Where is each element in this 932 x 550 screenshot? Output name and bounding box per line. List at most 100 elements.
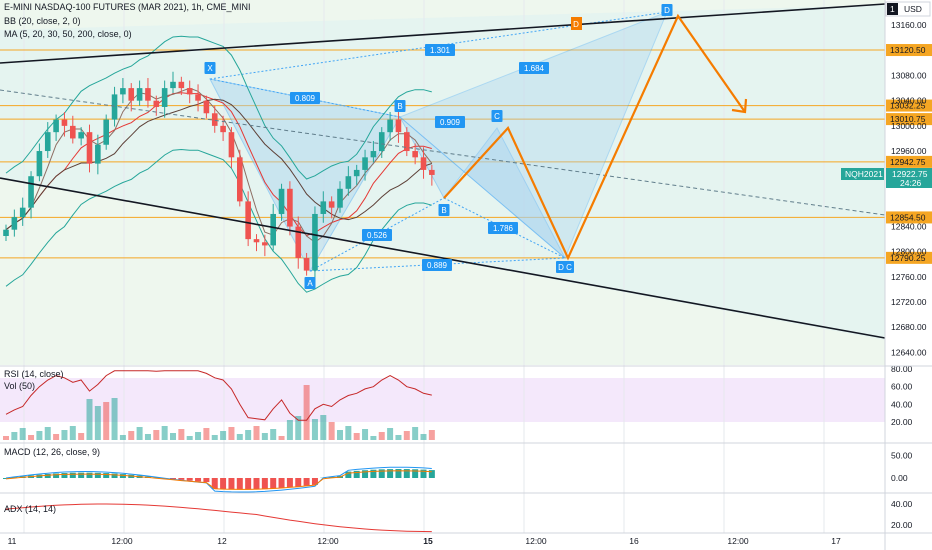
rsi-legend[interactable]: RSI (14, close) (4, 369, 64, 379)
macd-histogram (178, 478, 185, 480)
level-tag (886, 155, 932, 168)
candle-body (95, 144, 101, 164)
candle-body (378, 132, 385, 152)
candle-body (320, 201, 327, 214)
volume-bar (412, 427, 419, 440)
macd-histogram (370, 469, 377, 478)
candle-body (44, 132, 51, 152)
volume-bar (311, 419, 318, 440)
candle-body (237, 157, 243, 202)
pattern-point-label: A (307, 279, 313, 288)
candle-body (211, 113, 218, 126)
level-tag (886, 211, 932, 224)
macd-legend[interactable]: MACD (12, 26, close, 9) (4, 447, 101, 457)
candle-body (220, 125, 226, 133)
pattern-point-labels: X A B C D B D C (204, 4, 673, 289)
candle-body (70, 125, 76, 139)
volume-bar (428, 430, 435, 440)
macd-histogram (387, 469, 394, 478)
macd-histogram (362, 470, 369, 478)
symbol-label: NQH2021 (845, 169, 883, 179)
macd-histogram (195, 478, 202, 482)
candle-body (287, 188, 293, 227)
macd-histogram (253, 478, 260, 490)
candle-body (103, 119, 109, 145)
level-tag (886, 251, 932, 264)
volume-bar (211, 435, 218, 440)
ma-legend[interactable]: MA (5, 20, 30, 50, 200, close, 0) (4, 29, 132, 39)
ratio-label: 1.684 (524, 64, 545, 73)
signal-line (5, 470, 432, 490)
volume-bar (295, 416, 302, 440)
volume-bar (345, 426, 352, 440)
price-axis[interactable]: 13120.50 13032.25 13010.75 12942.75 12854.50… (886, 20, 932, 357)
candle-body (312, 213, 318, 271)
orange-marker (571, 17, 582, 30)
volume-bar (387, 428, 394, 440)
chart-title: E-MINI NASDAQ-100 FUTURES (MAR 2021), 1h… (4, 2, 251, 12)
ratio-box (362, 229, 392, 241)
channel-fill (0, 5, 885, 340)
price-tick: 13080.00 (891, 71, 927, 81)
volume-bar (403, 431, 410, 440)
candle-body (145, 88, 151, 101)
candle-body (153, 100, 160, 107)
ratio-box (422, 259, 452, 271)
volume-bar (161, 426, 168, 440)
candle-body (429, 169, 435, 175)
level-label: 12854.50 (890, 212, 926, 222)
macd-histogram (353, 470, 360, 478)
ma-line (5, 92, 432, 237)
time-axis[interactable]: 11 12:00 12 12:00 15 12:00 16 12:00 17 (8, 536, 841, 546)
pattern-point-label: D (664, 6, 670, 15)
pattern-point-box (304, 277, 316, 289)
candle-body (262, 242, 268, 246)
candle-body (362, 157, 368, 170)
level-label: 12790.25 (890, 253, 926, 263)
time-tick: 15 (423, 536, 433, 546)
bb-legend[interactable]: BB (20, close, 2, 0) (4, 16, 81, 26)
adx-legend[interactable]: ADX (14, 14) (4, 504, 57, 514)
macd-histogram (412, 469, 419, 478)
price-tick: 12800.00 (891, 247, 927, 257)
candle-body (337, 188, 343, 208)
vol-legend[interactable]: Vol (50) (4, 381, 36, 391)
volume-bar (253, 426, 260, 440)
level-label: 13010.75 (890, 114, 926, 124)
volume-bar (353, 433, 360, 440)
volume-bar (420, 434, 427, 440)
candle-body (3, 229, 9, 236)
pattern-point-label: D C (558, 263, 572, 272)
volume-bar (337, 430, 343, 440)
currency-label: USD (904, 4, 922, 14)
price-tick: 12640.00 (891, 347, 927, 357)
volume-bar (328, 422, 335, 440)
volume-bar (195, 432, 202, 440)
price-tick: 13160.00 (891, 20, 927, 30)
projection-path (443, 13, 746, 261)
rsi-tick: 60.00 (891, 382, 913, 392)
bb-lower (5, 148, 432, 293)
rsi-band (0, 378, 885, 422)
volume-bar (3, 436, 9, 440)
candle-body (128, 88, 135, 101)
pattern-point-box (556, 261, 574, 273)
pattern-point-label: B (441, 206, 446, 215)
macd-histogram (395, 469, 402, 478)
macd-histogram (270, 478, 277, 489)
bb-upper (5, 35, 432, 180)
macd-histogram (220, 478, 227, 490)
time-tick: 12:00 (317, 536, 339, 546)
volume-bar (395, 435, 402, 440)
candle-body (120, 88, 126, 95)
candle-body (86, 132, 93, 164)
currency-badge-count-box (887, 3, 898, 15)
volume-bar (11, 432, 18, 440)
ratio-label: 0.889 (427, 261, 448, 270)
adx-line (5, 503, 432, 533)
macd-histogram (420, 469, 427, 478)
pattern-point-box (491, 110, 503, 122)
candle-body (295, 226, 302, 259)
macd-line (5, 466, 432, 493)
